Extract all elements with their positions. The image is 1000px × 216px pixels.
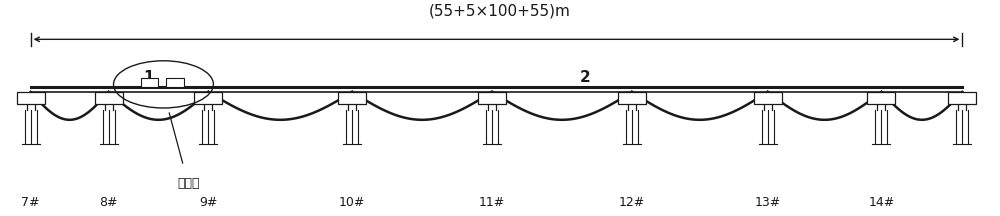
Text: 9#: 9# — [199, 196, 218, 209]
Text: 大样图: 大样图 — [177, 177, 200, 190]
Text: (55+5×100+55)m: (55+5×100+55)m — [429, 4, 571, 19]
Bar — [948, 92, 976, 104]
Bar — [338, 92, 366, 104]
Text: 7#: 7# — [21, 196, 40, 209]
Bar — [478, 92, 506, 104]
Text: 10#: 10# — [339, 196, 365, 209]
Bar — [618, 92, 646, 104]
Bar — [141, 78, 158, 87]
Text: 13#: 13# — [755, 196, 781, 209]
Bar — [95, 92, 123, 104]
Text: 8#: 8# — [99, 196, 118, 209]
Bar — [194, 92, 222, 104]
Bar — [754, 92, 782, 104]
Text: 12#: 12# — [619, 196, 645, 209]
Bar — [166, 78, 184, 87]
Text: 1: 1 — [143, 70, 154, 86]
Text: 11#: 11# — [479, 196, 505, 209]
Text: 2: 2 — [580, 70, 590, 86]
Bar — [17, 92, 45, 104]
Bar — [867, 92, 895, 104]
Text: 14#: 14# — [868, 196, 895, 209]
